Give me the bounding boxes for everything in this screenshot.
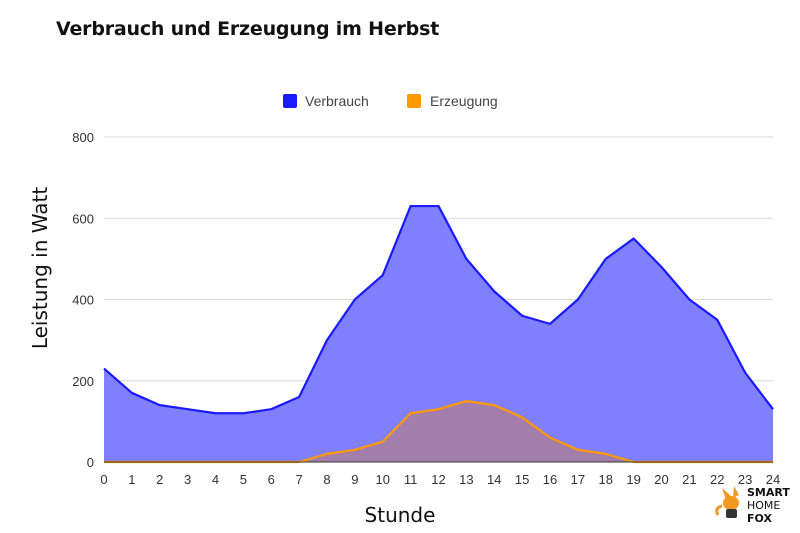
y-axis-title: Leistung in Watt	[28, 187, 52, 350]
smart-home-fox-logo: SMART HOME FOX	[715, 486, 790, 525]
y-tick-label: 0	[87, 455, 94, 470]
x-tick-label: 21	[682, 472, 696, 487]
x-tick-label: 16	[543, 472, 557, 487]
y-tick-label: 200	[72, 374, 94, 389]
fox-icon	[715, 486, 739, 518]
legend-label-erzeugung: Erzeugung	[430, 93, 498, 109]
x-tick-label: 18	[599, 472, 613, 487]
y-tick-label: 800	[72, 130, 94, 145]
x-tick-label: 0	[100, 472, 107, 487]
x-tick-label: 9	[351, 472, 358, 487]
area-verbrauch	[104, 206, 773, 462]
x-tick-label: 6	[268, 472, 275, 487]
x-tick-label: 13	[459, 472, 473, 487]
x-tick-label: 23	[738, 472, 752, 487]
x-tick-label: 19	[626, 472, 640, 487]
x-tick-label: 1	[128, 472, 135, 487]
x-tick-label: 17	[571, 472, 585, 487]
legend: Verbrauch Erzeugung	[283, 93, 498, 109]
x-tick-label: 12	[431, 472, 445, 487]
y-tick-label: 400	[72, 293, 94, 308]
x-axis-title: Stunde	[365, 503, 436, 527]
area-erzeugung	[104, 401, 773, 462]
logo-text-home: HOME	[747, 499, 780, 512]
x-tick-label: 20	[654, 472, 668, 487]
x-tick-label: 10	[376, 472, 390, 487]
x-tick-label: 22	[710, 472, 724, 487]
x-tick-labels: 0 1 2 3 4 5 6 7 8 9 10 11 12 13 14 15 16 17 18 19 20 21 22 23 24	[100, 472, 780, 487]
series-areas	[104, 206, 773, 462]
legend-label-verbrauch: Verbrauch	[305, 93, 369, 109]
x-tick-label: 11	[404, 472, 418, 487]
x-tick-label: 5	[240, 472, 247, 487]
x-tick-label: 7	[296, 472, 303, 487]
legend-swatch-erzeugung	[407, 94, 421, 108]
chart-title: Verbrauch und Erzeugung im Herbst	[56, 18, 440, 40]
x-tick-label: 8	[323, 472, 330, 487]
x-tick-label: 24	[766, 472, 780, 487]
x-tick-label: 15	[515, 472, 529, 487]
logo-text-fox: FOX	[747, 512, 772, 525]
x-tick-label: 3	[184, 472, 191, 487]
y-tick-label: 600	[72, 211, 94, 226]
x-tick-label: 14	[487, 472, 501, 487]
x-tick-label: 4	[212, 472, 219, 487]
x-tick-label: 2	[156, 472, 163, 487]
logo-text-smart: SMART	[747, 486, 790, 499]
legend-swatch-verbrauch	[283, 94, 297, 108]
y-tick-labels: 0 200 400 600 800	[72, 130, 94, 470]
